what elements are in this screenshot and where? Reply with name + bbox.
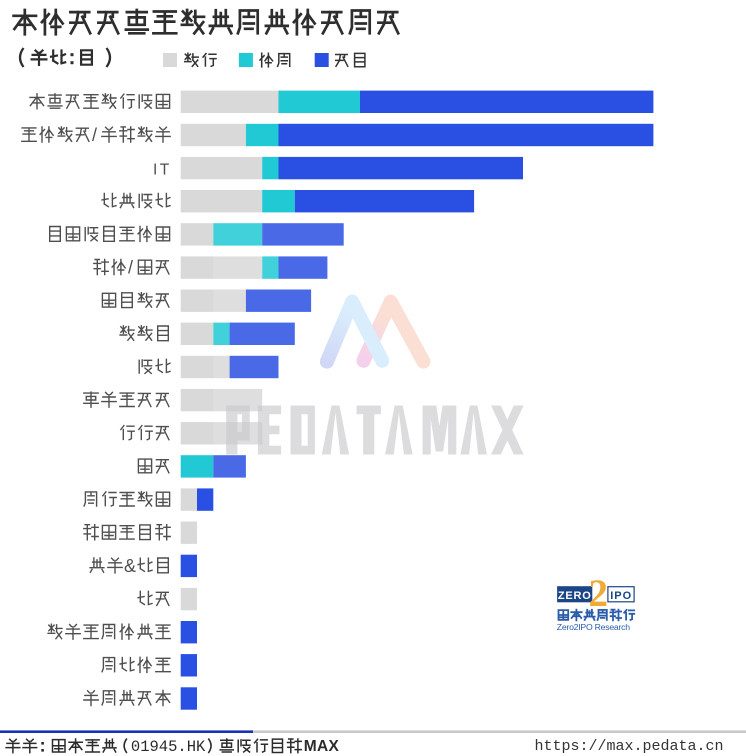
svg-text:01945.HK: 01945.HK bbox=[131, 738, 206, 756]
svg-text:&: & bbox=[124, 556, 136, 576]
svg-text:/: / bbox=[128, 258, 133, 278]
svg-text:ZERO: ZERO bbox=[558, 590, 592, 602]
svg-text:Zero2IPO Research: Zero2IPO Research bbox=[557, 622, 630, 632]
svg-text:IPO: IPO bbox=[610, 590, 632, 602]
svg-text:https://max.pedata.cn: https://max.pedata.cn bbox=[535, 738, 724, 755]
svg-text:IT: IT bbox=[153, 161, 172, 178]
svg-text:/: / bbox=[92, 125, 97, 145]
svg-text:2: 2 bbox=[589, 572, 609, 615]
svg-text:MAX: MAX bbox=[304, 738, 340, 755]
